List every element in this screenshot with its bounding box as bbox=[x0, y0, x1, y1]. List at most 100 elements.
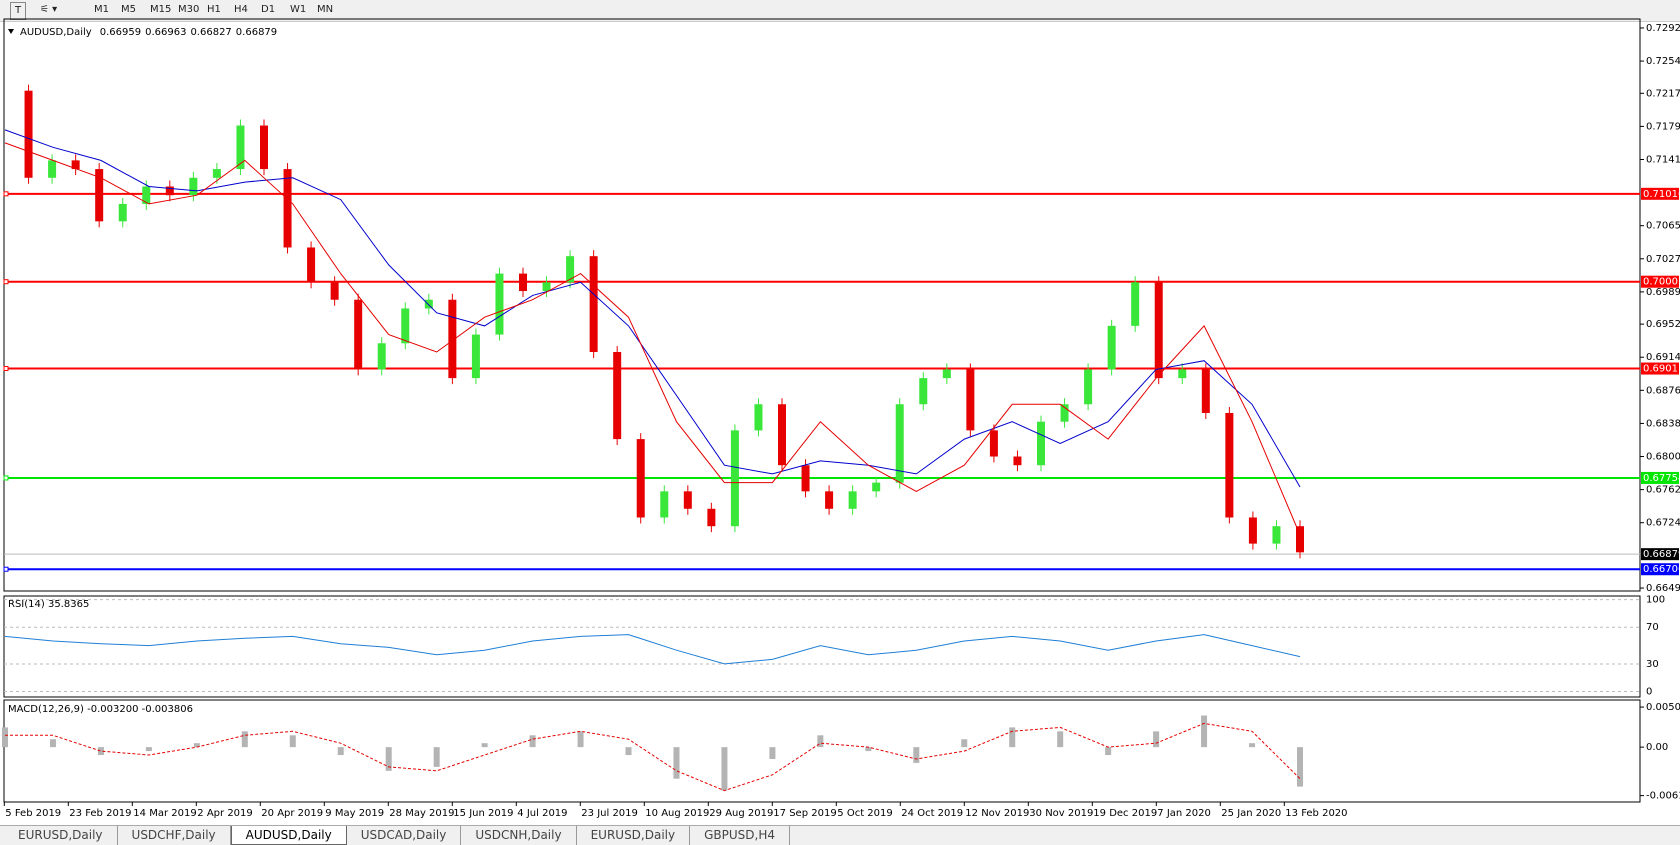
macd-bar bbox=[241, 731, 248, 748]
chart-tab[interactable]: GBPUSD,H4 bbox=[690, 826, 790, 845]
macd-bar bbox=[481, 743, 488, 748]
candle-body bbox=[966, 369, 975, 431]
candle-body bbox=[471, 334, 480, 379]
panel-frame bbox=[3, 699, 1641, 803]
macd-bar bbox=[1201, 715, 1208, 748]
macd-bar bbox=[2, 727, 8, 748]
date-label: 5 Feb 2019 bbox=[5, 808, 61, 819]
period-button[interactable]: H4 bbox=[234, 4, 248, 15]
period-button[interactable]: M15 bbox=[150, 4, 172, 15]
rsi-tick-label: 100 bbox=[1646, 595, 1665, 606]
candle-body bbox=[165, 186, 174, 196]
level-label-box bbox=[1641, 362, 1679, 375]
period-button[interactable]: M5 bbox=[121, 4, 136, 15]
level-label: 0.66706 bbox=[1643, 564, 1680, 575]
level-handle bbox=[3, 366, 9, 372]
macd-bar bbox=[97, 747, 104, 756]
level-handle bbox=[3, 279, 9, 285]
candle-body bbox=[1131, 282, 1140, 326]
macd-bar bbox=[289, 735, 296, 748]
candle-body bbox=[683, 491, 692, 509]
chart-tab[interactable]: USDCAD,Daily bbox=[347, 826, 462, 845]
chart-tab[interactable]: USDCHF,Daily bbox=[118, 826, 231, 845]
candle-body bbox=[730, 430, 739, 527]
date-label: 29 Aug 2019 bbox=[709, 808, 773, 819]
level-handle bbox=[3, 191, 9, 197]
period-button[interactable]: M30 bbox=[178, 4, 200, 15]
shapes-icon[interactable]: ⚟ ▾ bbox=[40, 4, 58, 15]
candle-body bbox=[801, 465, 810, 492]
candle-body bbox=[1178, 369, 1187, 379]
date-label: 2 Apr 2019 bbox=[197, 808, 252, 819]
date-label: 4 Jul 2019 bbox=[517, 808, 567, 819]
macd-bar bbox=[1105, 747, 1112, 756]
candle-body bbox=[1084, 369, 1093, 405]
chart-tab[interactable]: USDCNH,Daily bbox=[461, 826, 577, 845]
candle-body bbox=[895, 404, 904, 483]
macd-bar bbox=[1297, 747, 1303, 787]
rsi-line bbox=[4, 634, 1301, 665]
macd-bar bbox=[337, 747, 344, 756]
period-button[interactable]: D1 bbox=[261, 4, 276, 15]
candle-body bbox=[542, 282, 551, 292]
level-label-box bbox=[1641, 275, 1679, 288]
level-label: 0.71016 bbox=[1643, 189, 1680, 200]
date-label: 15 Jun 2019 bbox=[453, 808, 513, 819]
macd-signal-line bbox=[5, 722, 1301, 792]
candle-body bbox=[1037, 421, 1045, 466]
candle-body bbox=[989, 430, 998, 457]
macd-bar bbox=[673, 747, 680, 779]
macd-bar bbox=[577, 731, 584, 748]
level-label: 0.70007 bbox=[1643, 277, 1680, 288]
macd-bar bbox=[1153, 731, 1160, 748]
candle-body bbox=[942, 369, 951, 379]
date-label: 24 Oct 2019 bbox=[901, 808, 963, 819]
quote-value: 0.66879 bbox=[236, 27, 277, 38]
candle-body bbox=[1060, 404, 1069, 422]
candle-body bbox=[24, 90, 33, 178]
level-label: 0.66879 bbox=[1643, 549, 1680, 560]
candle-body bbox=[636, 439, 645, 518]
macd-bar bbox=[865, 747, 872, 752]
level-label: 0.6901 bbox=[1643, 364, 1678, 375]
candle-body bbox=[48, 160, 57, 178]
period-button[interactable]: H1 bbox=[207, 4, 221, 15]
quote-value: 0.66963 bbox=[145, 27, 186, 38]
period-button[interactable]: MN bbox=[317, 4, 334, 15]
date-label: 14 Mar 2019 bbox=[133, 808, 196, 819]
tab-bar: EURUSD,Daily USDCHF,Daily AUDUSD,Daily USDC… bbox=[0, 825, 1680, 845]
candle-body bbox=[118, 203, 127, 222]
chart-tab[interactable]: EURUSD,Daily bbox=[4, 826, 118, 845]
toolbar: T ⚟ ▾ M1 M5 M15 M30 H1 H4 D1 W1 MN bbox=[0, 0, 1680, 22]
quote-value: 0.66827 bbox=[190, 27, 231, 38]
date-label: 19 Dec 2019 bbox=[1093, 808, 1157, 819]
candle-body bbox=[283, 169, 292, 248]
chart-tab[interactable]: EURUSD,Daily bbox=[577, 826, 691, 845]
candle-body bbox=[660, 491, 669, 518]
period-button[interactable]: W1 bbox=[290, 4, 307, 15]
date-label: 12 Nov 2019 bbox=[965, 808, 1029, 819]
candle-body bbox=[189, 177, 198, 196]
period-button[interactable]: M1 bbox=[94, 4, 109, 15]
date-label: 5 Oct 2019 bbox=[837, 808, 892, 819]
candle-body bbox=[71, 160, 80, 170]
date-label: 17 Sep 2019 bbox=[773, 808, 836, 819]
rsi-title: RSI(14) 35.8365 bbox=[8, 599, 89, 610]
candle-body bbox=[212, 169, 221, 178]
date-label: 23 Jul 2019 bbox=[581, 808, 638, 819]
macd-bar bbox=[721, 747, 728, 791]
chart-tab[interactable]: AUDUSD,Daily bbox=[230, 826, 347, 845]
